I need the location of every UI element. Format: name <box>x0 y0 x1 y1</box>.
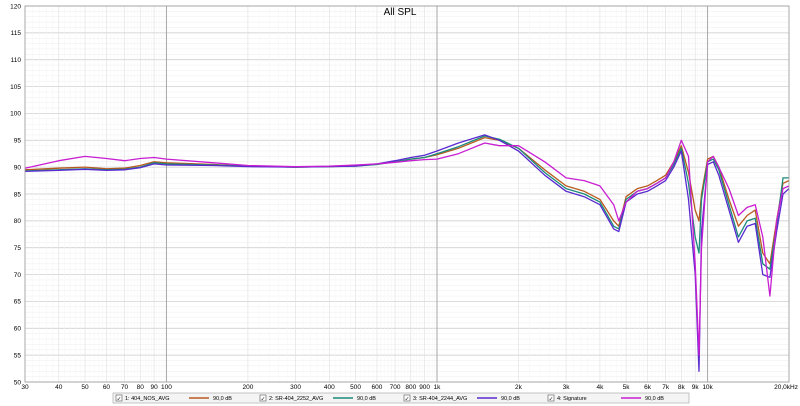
x-tick-label: 700 <box>390 384 401 391</box>
y-tick-label: 70 <box>14 272 22 279</box>
y-tick-label: 95 <box>14 138 22 145</box>
x-tick-label: 10k <box>702 384 713 391</box>
x-tick-label: 9k <box>692 384 700 391</box>
legend-series-name: 2: SR-404_2252_AVG <box>269 396 323 402</box>
x-tick-label: 6k <box>644 384 652 391</box>
legend-check-mark: ✓ <box>117 396 122 402</box>
legend-check-mark: ✓ <box>405 396 410 402</box>
legend-checkbox[interactable] <box>403 394 411 402</box>
legend-checkbox[interactable] <box>115 394 123 402</box>
x-tick-label: 900 <box>419 384 430 391</box>
x-tick-label: 40 <box>55 384 63 391</box>
legend-checkbox[interactable] <box>259 394 267 402</box>
x-tick-label: 3k <box>563 384 571 391</box>
x-tick-label: 4k <box>596 384 604 391</box>
x-tick-label: 70 <box>121 384 129 391</box>
legend-series-name: 1: 404_NOS_AVG <box>125 396 170 402</box>
series-line-4 <box>24 139 790 356</box>
y-tick-label: 65 <box>14 299 22 306</box>
legend-series-level: 90,0 dB <box>357 396 376 402</box>
legend: ✓ 1: 404_NOS_AVG 90,0 dB ✓ 2: SR-404_2252_AV… <box>112 392 690 404</box>
y-tick-label: 115 <box>11 30 22 37</box>
chart-title: All SPL <box>384 7 417 18</box>
y-tick-label: 55 <box>14 352 22 359</box>
x-tick-label: 20,0kHz <box>774 384 798 391</box>
legend-series-level: 90,0 dB <box>501 396 520 402</box>
x-tick-label: 2k <box>515 384 523 391</box>
x-tick-label: 100 <box>161 384 172 391</box>
plot-frame <box>24 5 790 383</box>
x-tick-label: 30 <box>21 384 29 391</box>
series-line-3 <box>24 134 790 372</box>
y-tick-label: 105 <box>10 84 21 91</box>
y-tick-label: 60 <box>14 326 22 333</box>
x-tick-label: 90 <box>150 384 158 391</box>
legend-box <box>112 392 690 404</box>
x-tick-label: 600 <box>372 384 383 391</box>
legend-check-mark: ✓ <box>549 396 554 402</box>
legend-series-name: 4: Signature <box>557 396 587 402</box>
y-tick-label: 75 <box>14 245 22 252</box>
x-tick-label: 800 <box>405 384 416 391</box>
x-tick-label: 8k <box>678 384 686 391</box>
x-tick-label: 5k <box>623 384 631 391</box>
series-group <box>24 134 790 372</box>
x-tick-label: 50 <box>81 384 89 391</box>
x-tick-label: 60 <box>103 384 111 391</box>
y-tick-label: 120 <box>10 3 21 10</box>
x-tick-label: 400 <box>324 384 335 391</box>
legend-checkbox[interactable] <box>547 394 555 402</box>
x-tick-label: 300 <box>290 384 301 391</box>
legend-series-level: 90,0 dB <box>645 396 664 402</box>
y-tick-label: 80 <box>14 218 22 225</box>
y-tick-label: 50 <box>14 379 22 386</box>
x-tick-label: 1k <box>434 384 442 391</box>
y-tick-label: 90 <box>14 164 22 171</box>
legend-series-name: 3: SR-404_2244_AVG <box>413 396 467 402</box>
x-tick-label: 7k <box>662 384 670 391</box>
x-tick-label: 80 <box>137 384 145 391</box>
x-tick-label: 500 <box>350 384 361 391</box>
legend-check-mark: ✓ <box>261 396 266 402</box>
legend-series-level: 90,0 dB <box>213 396 232 402</box>
y-tick-label: 110 <box>11 57 22 64</box>
y-tick-label: 85 <box>14 191 22 198</box>
y-tick-label: 100 <box>10 111 21 118</box>
x-tick-label: 200 <box>242 384 253 391</box>
